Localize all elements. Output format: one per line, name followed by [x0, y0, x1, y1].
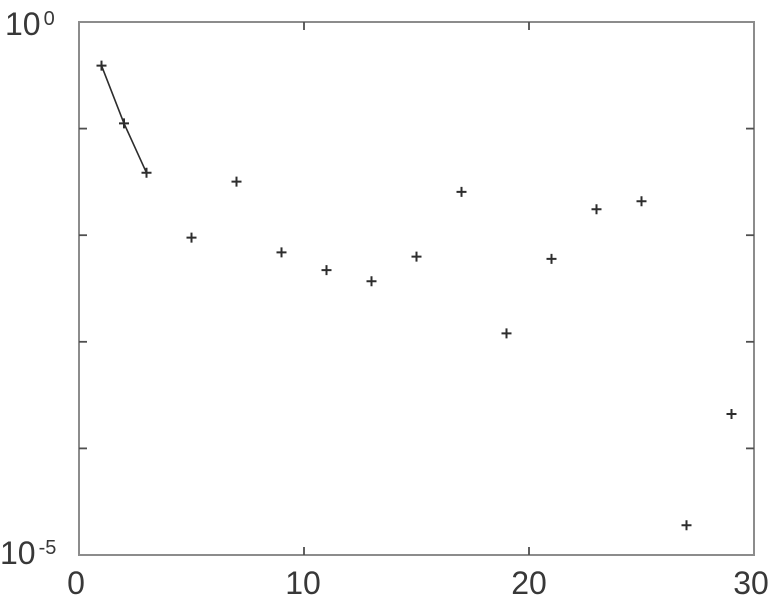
data-point-marker: [546, 253, 557, 264]
data-point-marker: [96, 60, 107, 71]
y-tick-label-1e-5: 10 -5: [0, 537, 56, 569]
data-point-marker: [366, 276, 377, 287]
data-point-marker: [636, 196, 647, 207]
data-point-marker: [141, 167, 152, 178]
data-point-marker: [411, 251, 422, 262]
y-tick-label-1e0-base: 10: [5, 6, 41, 42]
data-point-marker: [276, 247, 287, 258]
data-point-marker: [186, 232, 197, 243]
data-point-marker: [119, 118, 129, 129]
data-point-marker: [501, 328, 512, 339]
y-tick-label-1e-5-exponent: -5: [38, 537, 57, 559]
y-tick-label-1e0: 10 0: [5, 8, 55, 40]
data-point-marker: [726, 409, 737, 420]
x-tick-label-0: 0: [67, 565, 85, 600]
y-tick-label-1e0-exponent: 0: [43, 8, 55, 30]
data-point-marker: [321, 265, 332, 276]
data-point-marker: [681, 520, 692, 531]
x-tick-label-10: 10: [285, 565, 321, 600]
y-tick-label-1e-5-base: 10: [0, 535, 36, 571]
data-point-marker: [231, 176, 242, 187]
x-tick-label-20: 20: [511, 565, 547, 600]
data-point-marker: [591, 204, 602, 215]
axis-box: [78, 21, 755, 556]
x-tick-label-30: 30: [733, 565, 769, 600]
data-point-marker: [456, 186, 467, 197]
